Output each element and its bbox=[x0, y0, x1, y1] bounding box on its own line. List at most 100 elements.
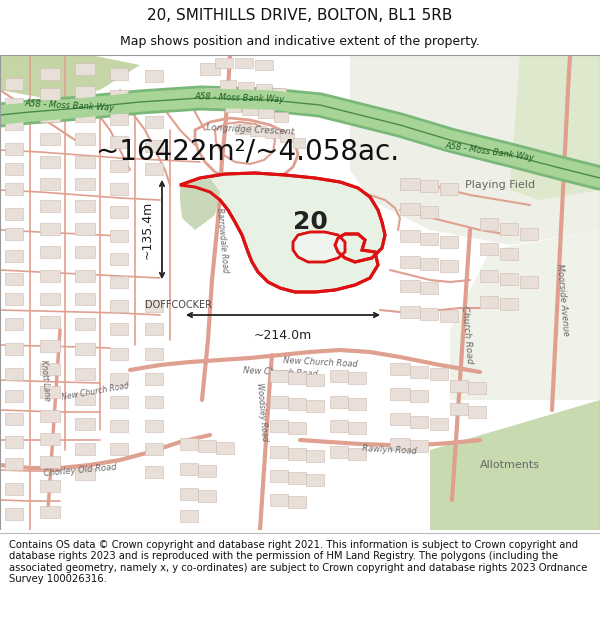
Bar bbox=[40, 246, 60, 258]
Text: Knott Lane: Knott Lane bbox=[39, 359, 51, 401]
Bar bbox=[75, 318, 95, 330]
Bar bbox=[390, 413, 410, 425]
Bar bbox=[110, 420, 128, 432]
Bar bbox=[5, 163, 23, 175]
Text: A58 - Moss Bank Way: A58 - Moss Bank Way bbox=[25, 99, 115, 113]
Bar bbox=[40, 386, 60, 398]
Polygon shape bbox=[180, 173, 385, 292]
Bar bbox=[145, 420, 163, 432]
Bar bbox=[200, 63, 220, 75]
Bar bbox=[40, 316, 60, 328]
Text: A58 - Moss Bank Way: A58 - Moss Bank Way bbox=[445, 141, 535, 162]
Bar bbox=[110, 183, 128, 195]
Bar bbox=[306, 400, 324, 412]
Text: Chorley Old Road: Chorley Old Road bbox=[43, 462, 117, 478]
Bar bbox=[145, 70, 163, 82]
Bar bbox=[40, 68, 60, 80]
Text: Church Road: Church Road bbox=[460, 306, 474, 364]
Text: Longridge Crescent: Longridge Crescent bbox=[206, 123, 294, 137]
Bar bbox=[40, 178, 60, 190]
Bar bbox=[145, 373, 163, 385]
Text: ~16422m²/~4.058ac.: ~16422m²/~4.058ac. bbox=[97, 138, 400, 166]
Bar bbox=[330, 420, 348, 432]
Bar bbox=[5, 293, 23, 305]
Text: A58 - Moss Bank Way: A58 - Moss Bank Way bbox=[195, 92, 285, 104]
Bar bbox=[306, 450, 324, 462]
Bar bbox=[272, 88, 286, 98]
Bar bbox=[270, 446, 288, 458]
Bar bbox=[145, 163, 163, 175]
Polygon shape bbox=[510, 55, 600, 200]
Bar bbox=[288, 372, 306, 384]
Bar bbox=[5, 390, 23, 402]
Text: DOFFCOCKER: DOFFCOCKER bbox=[145, 300, 212, 310]
Bar bbox=[40, 363, 60, 375]
Bar bbox=[40, 88, 60, 100]
Bar bbox=[238, 82, 254, 92]
Bar bbox=[145, 443, 163, 455]
Text: New Church Road: New Church Road bbox=[242, 366, 317, 379]
Bar bbox=[288, 422, 306, 434]
Bar bbox=[480, 270, 498, 282]
Bar bbox=[40, 506, 60, 518]
Bar bbox=[40, 156, 60, 168]
Bar bbox=[110, 136, 128, 148]
Bar bbox=[306, 474, 324, 486]
Bar bbox=[5, 436, 23, 448]
Bar bbox=[75, 418, 95, 430]
Bar bbox=[480, 296, 498, 308]
Text: New Church Road: New Church Road bbox=[61, 382, 130, 402]
Bar bbox=[400, 203, 420, 215]
Bar bbox=[145, 466, 163, 478]
Bar bbox=[420, 258, 438, 270]
Bar bbox=[410, 440, 428, 452]
Bar bbox=[110, 443, 128, 455]
Bar bbox=[198, 440, 216, 452]
Polygon shape bbox=[430, 400, 600, 530]
Text: Contains OS data © Crown copyright and database right 2021. This information is : Contains OS data © Crown copyright and d… bbox=[9, 539, 587, 584]
Bar bbox=[110, 206, 128, 218]
Bar bbox=[5, 273, 23, 285]
Bar bbox=[500, 223, 518, 235]
Bar bbox=[75, 468, 95, 480]
Bar bbox=[348, 398, 366, 410]
Polygon shape bbox=[450, 230, 600, 400]
Bar bbox=[235, 124, 251, 134]
Bar bbox=[180, 438, 198, 450]
Bar bbox=[40, 410, 60, 422]
Bar bbox=[205, 88, 223, 100]
Bar bbox=[330, 396, 348, 408]
Text: Moorside Avenue: Moorside Avenue bbox=[556, 264, 571, 336]
Bar bbox=[145, 323, 163, 335]
Bar bbox=[5, 343, 23, 355]
Bar bbox=[288, 448, 306, 460]
Bar bbox=[330, 446, 348, 458]
Bar bbox=[40, 480, 60, 492]
Bar bbox=[40, 270, 60, 282]
Bar bbox=[285, 95, 299, 105]
Bar bbox=[468, 406, 486, 418]
Bar bbox=[145, 93, 163, 105]
Bar bbox=[390, 388, 410, 400]
Text: Map shows position and indicative extent of the property.: Map shows position and indicative extent… bbox=[120, 35, 480, 48]
Bar bbox=[420, 206, 438, 218]
Text: New Church Road: New Church Road bbox=[283, 356, 358, 369]
Bar bbox=[5, 483, 23, 495]
Bar bbox=[500, 298, 518, 310]
Text: ~135.4m: ~135.4m bbox=[141, 201, 154, 259]
Bar bbox=[480, 243, 498, 255]
Bar bbox=[110, 276, 128, 288]
Bar bbox=[110, 396, 128, 408]
Bar bbox=[250, 126, 266, 136]
Bar bbox=[280, 132, 294, 142]
Bar bbox=[75, 393, 95, 405]
Bar bbox=[420, 233, 438, 245]
Bar bbox=[420, 180, 438, 192]
Bar bbox=[75, 133, 95, 145]
Bar bbox=[5, 143, 23, 155]
Bar bbox=[270, 470, 288, 482]
Bar bbox=[410, 416, 428, 428]
Bar bbox=[400, 306, 420, 318]
Bar bbox=[40, 223, 60, 235]
Text: Barrowdale Road: Barrowdale Road bbox=[215, 207, 229, 273]
